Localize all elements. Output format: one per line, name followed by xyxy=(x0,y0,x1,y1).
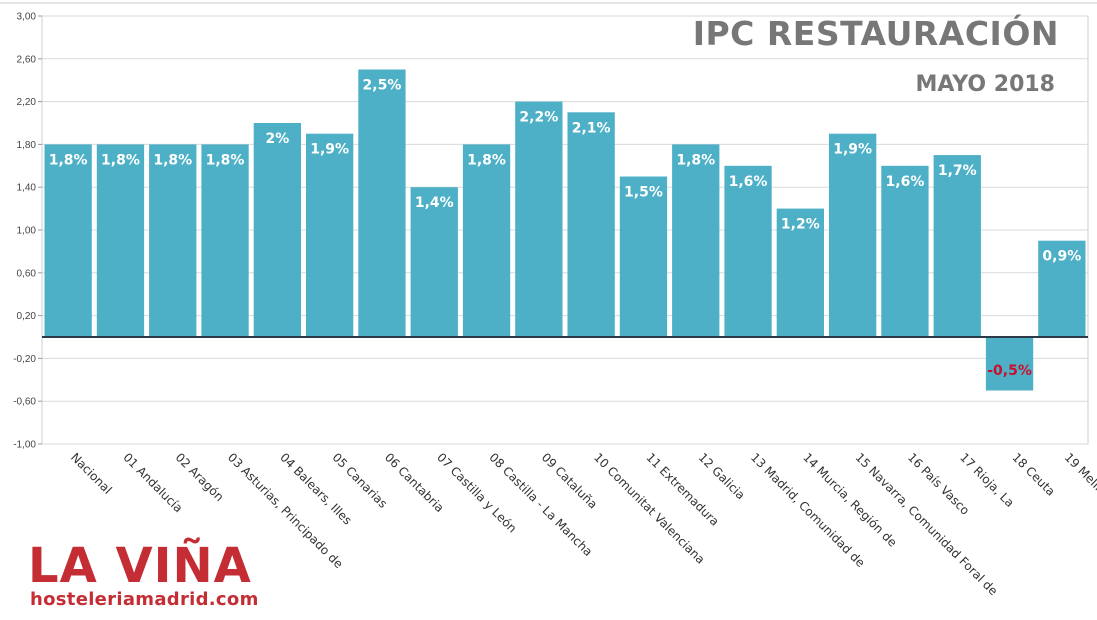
data-label: 2,5% xyxy=(363,78,402,94)
la-vina-logo: LA VIÑA hosteleriamadrid.com xyxy=(28,542,259,610)
y-tick-label: 1,40 xyxy=(17,183,37,194)
data-label: 2,1% xyxy=(572,120,611,136)
data-label: 1,9% xyxy=(310,142,349,158)
bar xyxy=(253,123,301,337)
y-tick-label: -0,60 xyxy=(13,397,36,408)
x-category-label: Nacional xyxy=(68,450,115,497)
data-label: 1,8% xyxy=(676,152,715,168)
data-label: 1,8% xyxy=(206,152,245,168)
bar xyxy=(1038,240,1086,337)
data-label: 0,9% xyxy=(1042,249,1081,265)
data-label: 1,8% xyxy=(467,152,506,168)
bar xyxy=(829,133,877,337)
bar xyxy=(672,144,720,337)
data-label: 1,6% xyxy=(886,174,925,190)
data-label: 2% xyxy=(265,131,289,147)
y-tick-label: -0,20 xyxy=(13,354,36,365)
bar xyxy=(306,133,354,337)
data-label: 1,5% xyxy=(624,185,663,201)
bar xyxy=(933,155,981,337)
y-tick-label: 3,00 xyxy=(17,12,37,23)
bar xyxy=(619,176,668,337)
logo-name: LA VIÑA xyxy=(28,538,252,594)
y-tick-label: 0,60 xyxy=(17,268,37,279)
x-category-label: 19 Melilla xyxy=(1062,450,1097,501)
bar xyxy=(985,337,1034,391)
x-category-label: 08 Castilla - La Mancha xyxy=(486,450,595,559)
bar xyxy=(44,144,92,337)
x-category-label: 18 Ceuta xyxy=(1009,450,1057,498)
x-category-label: 13 Madrid, Comunidad de xyxy=(748,450,868,570)
y-tick-label: 0,20 xyxy=(17,311,37,322)
logo-url: hosteleriamadrid.com xyxy=(30,589,259,610)
bar xyxy=(881,165,929,337)
bar xyxy=(567,112,615,337)
y-tick-label: 1,80 xyxy=(17,140,37,151)
chart-title: IPC RESTAURACIÓN xyxy=(692,14,1059,53)
y-tick-label: 2,20 xyxy=(17,97,37,108)
x-category-label: 12 Galicia xyxy=(696,450,748,502)
bar xyxy=(515,101,563,337)
data-label: -0,5% xyxy=(987,363,1032,379)
x-category-label: 14 Murcia, Región de xyxy=(800,450,899,549)
data-label: 1,8% xyxy=(153,152,192,168)
bar xyxy=(776,208,824,337)
y-tick-label: 1,00 xyxy=(17,226,37,237)
data-label: 1,4% xyxy=(415,195,454,211)
bar xyxy=(462,144,511,337)
data-label: 1,2% xyxy=(781,217,820,233)
data-label: 1,7% xyxy=(938,163,977,179)
data-label: 1,6% xyxy=(729,174,768,190)
x-category-label: 02 Aragón xyxy=(173,450,227,504)
data-label: 2,2% xyxy=(519,110,558,126)
data-label: 1,9% xyxy=(833,142,872,158)
bar xyxy=(358,69,406,337)
y-tick-label: 2,60 xyxy=(17,54,37,65)
bar xyxy=(96,144,145,337)
bar xyxy=(724,165,772,337)
data-label: 1,8% xyxy=(49,152,88,168)
x-category-label: 10 Comunitat Valenciana xyxy=(591,450,708,567)
bar xyxy=(410,187,458,337)
data-label: 1,8% xyxy=(101,152,140,168)
chart-subtitle: MAYO 2018 xyxy=(915,72,1055,97)
bar xyxy=(149,144,197,337)
bar xyxy=(201,144,249,337)
y-tick-label: -1,00 xyxy=(13,440,36,451)
